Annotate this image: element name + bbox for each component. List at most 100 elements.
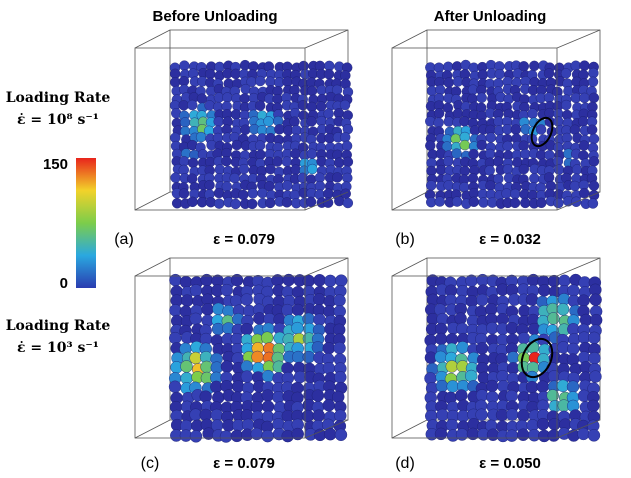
particle [238,163,250,175]
particle [436,408,449,422]
particle [556,303,570,316]
particle [187,157,199,169]
particle [588,331,601,345]
particle [342,172,353,184]
particle [292,350,305,364]
particle [433,108,445,119]
cube-edge [391,419,428,439]
particle [339,132,351,143]
particle [301,409,315,423]
particle [456,341,469,354]
particle [538,284,551,297]
particle [443,77,454,88]
particle [579,187,590,199]
particle [434,332,448,346]
row-label: Loading Rate [6,318,111,334]
particle [569,180,581,192]
particle [189,430,203,443]
panel-label: (c) [141,455,160,472]
particle [484,148,496,160]
cube-edge [391,257,428,277]
particle [322,399,336,412]
particle [486,321,499,335]
cube-edge [391,29,428,49]
particle [323,68,335,80]
cube-edge [556,191,601,211]
particle [324,274,337,288]
particle [221,181,233,192]
particle [561,99,572,111]
particle [219,430,233,443]
particle [220,360,234,373]
particle [587,399,600,413]
particle [238,189,249,201]
panel [391,257,603,443]
particle [282,180,293,191]
particle [187,99,198,111]
particle [526,341,540,354]
particle [189,284,203,297]
particle [588,352,601,365]
particle [312,409,325,422]
particle [536,197,547,209]
particle [445,418,459,432]
particle [455,428,469,441]
particle [589,370,602,383]
particle [468,148,479,160]
particle [290,148,301,159]
cube-edge [304,191,349,211]
particle [334,428,348,442]
particle [189,312,202,326]
cube-front [134,275,306,439]
particle [274,124,285,135]
particle [333,341,346,355]
particle [204,68,216,80]
particle [518,163,530,175]
particle [195,131,207,143]
cube-front [391,275,558,439]
particle [477,69,489,80]
particle [180,294,194,307]
particle [579,60,590,71]
cube-edge [304,257,349,277]
particle [476,293,489,307]
particle [169,304,182,317]
particle [566,380,580,393]
particle [257,187,268,199]
particle [577,294,590,307]
particle [311,389,325,402]
particle [204,179,215,191]
particle [214,164,226,175]
particle [454,312,467,325]
particle [433,117,444,128]
particle [272,156,283,167]
particle [536,417,550,431]
particle [204,100,215,111]
particle [475,342,489,355]
particle [333,157,345,168]
particle [247,198,258,210]
cluster-outline [530,116,554,148]
particle [342,156,354,168]
particle [210,408,223,422]
particle [240,370,254,383]
particle [577,116,589,127]
particle [201,303,214,316]
strain-label: ε = 0.079 [213,231,275,248]
cube-edge [134,257,171,277]
particle [543,172,555,183]
particle [261,331,274,344]
particle [247,188,259,199]
panel [134,257,349,443]
particle [587,198,599,209]
particle [281,197,293,208]
particle [443,61,454,72]
particle [265,197,276,209]
particle [570,60,581,71]
particle [291,321,304,335]
cube-edge [556,29,601,49]
particle [170,172,181,183]
particle [434,196,445,207]
particle [255,149,266,160]
particle [254,140,266,151]
